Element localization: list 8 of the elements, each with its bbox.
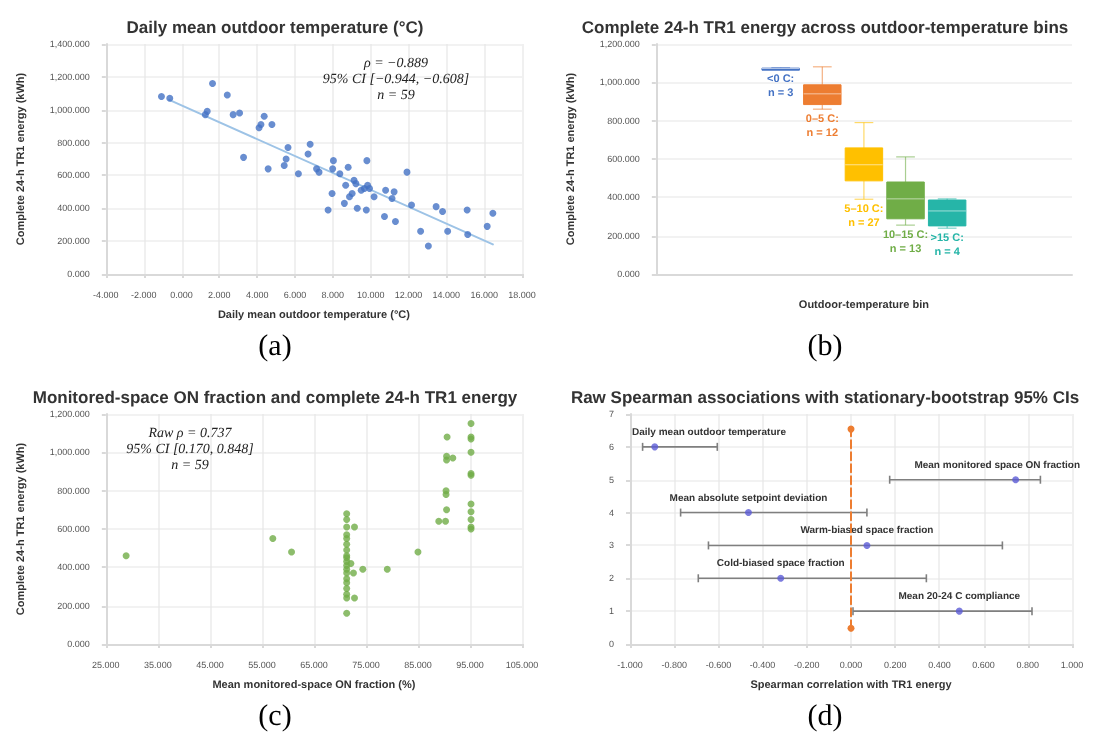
text: (c) xyxy=(258,701,292,733)
text: (a) xyxy=(258,331,292,363)
chart-title: Monitored-space ON fraction and complete 24-h TR1 energy xyxy=(32,387,518,407)
text: (d) xyxy=(807,701,843,733)
chart-title: Raw Spearman associations with stationary-bootstrap 95% CIs xyxy=(570,387,1080,407)
chart-title: Complete 24-h TR1 energy across outdoor-temperature bins xyxy=(581,17,1069,37)
chart-title: Daily mean outdoor temperature (°C) xyxy=(126,17,424,37)
text: (b) xyxy=(807,331,843,363)
